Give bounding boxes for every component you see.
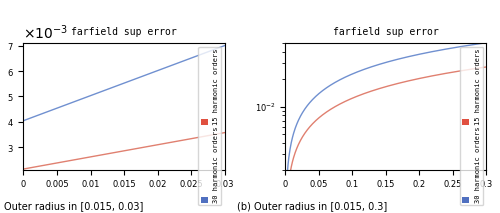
Legend: 15 harmonic orders, 30 harmonic orders: 15 harmonic orders, 30 harmonic orders xyxy=(460,46,483,205)
Legend: 15 harmonic orders, 30 harmonic orders: 15 harmonic orders, 30 harmonic orders xyxy=(198,46,221,205)
Title: farfield sup error: farfield sup error xyxy=(71,27,177,37)
Text: (a)   Outer radius in [0.015, 0.03]: (a) Outer radius in [0.015, 0.03] xyxy=(0,201,144,211)
Text: (b) Outer radius in [0.015, 0.3]: (b) Outer radius in [0.015, 0.3] xyxy=(238,201,388,211)
Title: farfield sup error: farfield sup error xyxy=(333,27,438,37)
